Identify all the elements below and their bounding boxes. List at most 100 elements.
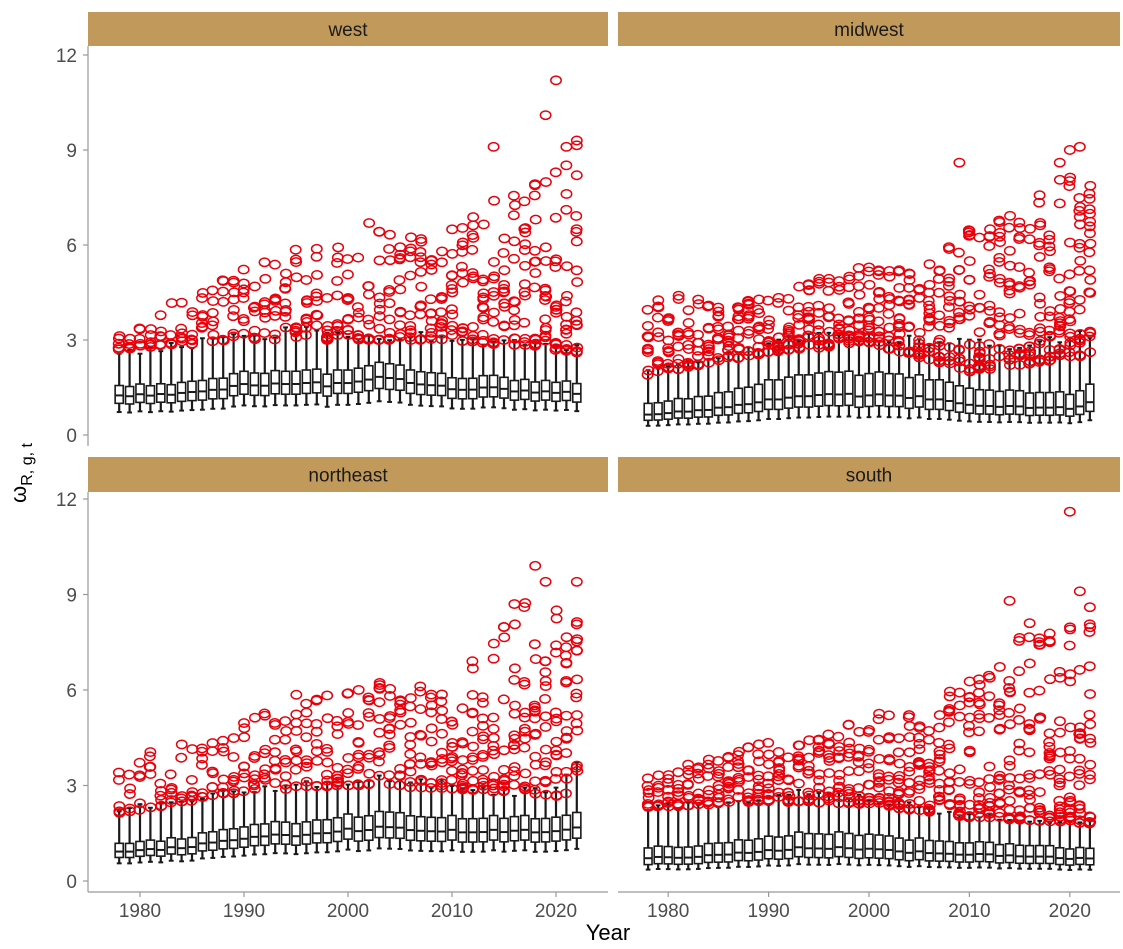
outlier-point xyxy=(570,645,583,656)
outlier-point xyxy=(1063,314,1076,325)
boxplot-northeast-1996 xyxy=(301,780,312,855)
outlier-point xyxy=(802,330,815,341)
box-iqr xyxy=(663,845,673,865)
outlier-point xyxy=(290,755,303,766)
outlier-point xyxy=(446,248,459,259)
box-iqr xyxy=(374,361,385,390)
boxplot-northeast-2013 xyxy=(478,786,489,853)
outlier-point xyxy=(922,771,935,782)
outlier-point xyxy=(932,337,945,348)
outlier-point xyxy=(394,707,407,718)
box-iqr xyxy=(944,381,955,412)
outlier-point xyxy=(943,743,956,754)
outlier-point xyxy=(933,722,946,733)
outlier-point xyxy=(571,765,584,776)
outlier-point xyxy=(943,706,956,717)
outlier-point xyxy=(672,290,685,301)
outlier-point xyxy=(383,742,396,753)
outlier-point xyxy=(681,779,694,790)
outlier-point xyxy=(642,365,655,376)
box-iqr xyxy=(343,369,353,395)
outlier-point xyxy=(953,764,966,775)
outlier-point xyxy=(1013,666,1026,677)
outlier-point xyxy=(570,319,583,330)
outlier-point xyxy=(487,733,500,743)
outlier-point xyxy=(882,343,895,354)
outlier-point xyxy=(742,742,755,753)
outlier-point xyxy=(414,704,427,715)
outlier-point xyxy=(466,244,479,255)
outlier-point xyxy=(508,236,521,247)
box-iqr xyxy=(733,387,744,415)
outlier-point xyxy=(973,289,986,300)
boxplot-west-1998 xyxy=(322,331,333,408)
outlier-point xyxy=(311,755,324,766)
outlier-point xyxy=(1023,747,1036,758)
outlier-point xyxy=(435,334,448,345)
outlier-point xyxy=(144,324,157,335)
outlier-point xyxy=(498,764,510,775)
box-iqr xyxy=(291,370,301,396)
outlier-point xyxy=(518,742,531,753)
box-iqr xyxy=(249,823,260,847)
outlier-point xyxy=(953,687,966,698)
box-iqr xyxy=(1055,391,1065,416)
boxplot-west-1993 xyxy=(270,336,281,407)
outlier-point xyxy=(933,737,945,748)
outlier-point xyxy=(1053,716,1066,727)
box-iqr xyxy=(499,376,509,399)
outlier-point xyxy=(269,778,282,789)
box-iqr xyxy=(301,821,312,845)
outlier-point xyxy=(446,742,459,752)
outlier-point-max xyxy=(508,599,521,609)
outlier-point xyxy=(893,265,906,276)
outlier-point xyxy=(560,339,573,350)
box-iqr xyxy=(218,377,229,400)
outlier-point xyxy=(446,287,459,298)
boxplot-northeast-1989 xyxy=(228,790,239,858)
outlier-point xyxy=(560,261,573,272)
outlier-point xyxy=(518,677,531,687)
box-iqr xyxy=(994,390,1005,416)
outlier-point xyxy=(280,784,292,795)
box-iqr xyxy=(904,839,914,862)
outlier-point xyxy=(519,239,532,250)
outlier-point xyxy=(823,768,836,779)
outlier-point xyxy=(953,353,966,364)
outlier-point xyxy=(652,770,665,781)
boxplot-south-2002 xyxy=(884,803,894,867)
outlier-point xyxy=(519,223,532,234)
outlier-point xyxy=(953,776,966,787)
outlier-point xyxy=(952,247,965,258)
boxplot-northeast-2017 xyxy=(519,786,530,852)
outlier-point xyxy=(497,248,510,258)
outlier-point xyxy=(310,726,323,737)
boxplot-south-1978 xyxy=(643,809,653,871)
box-iqr xyxy=(984,841,995,863)
box-iqr xyxy=(259,823,270,847)
x-tick-label: 2000 xyxy=(848,901,890,922)
outlier-point xyxy=(1043,753,1056,764)
outlier-point xyxy=(311,310,324,321)
outlier-point-max xyxy=(570,576,583,587)
boxplot-south-2020 xyxy=(1065,820,1075,871)
outlier-point xyxy=(832,313,845,324)
outlier-point xyxy=(372,756,385,767)
outlier-point xyxy=(466,765,479,776)
outlier-point xyxy=(279,298,292,309)
box-iqr xyxy=(1024,844,1035,865)
outlier-point xyxy=(445,716,458,727)
boxplot-south-2019 xyxy=(1055,821,1065,871)
box-iqr xyxy=(713,391,724,417)
outlier-point xyxy=(206,738,219,749)
outlier-point xyxy=(712,756,725,766)
outlier-point xyxy=(320,769,333,780)
outlier-point xyxy=(435,307,447,318)
outlier-point xyxy=(1073,294,1086,305)
outlier-point xyxy=(913,327,926,338)
outlier-point xyxy=(943,768,956,779)
outlier-point xyxy=(217,735,229,746)
outlier-point xyxy=(186,307,199,318)
outlier-point xyxy=(436,728,448,739)
outlier-point xyxy=(913,795,926,806)
